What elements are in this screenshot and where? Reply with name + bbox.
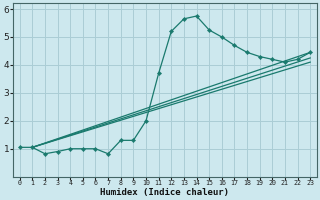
X-axis label: Humidex (Indice chaleur): Humidex (Indice chaleur): [100, 188, 229, 197]
